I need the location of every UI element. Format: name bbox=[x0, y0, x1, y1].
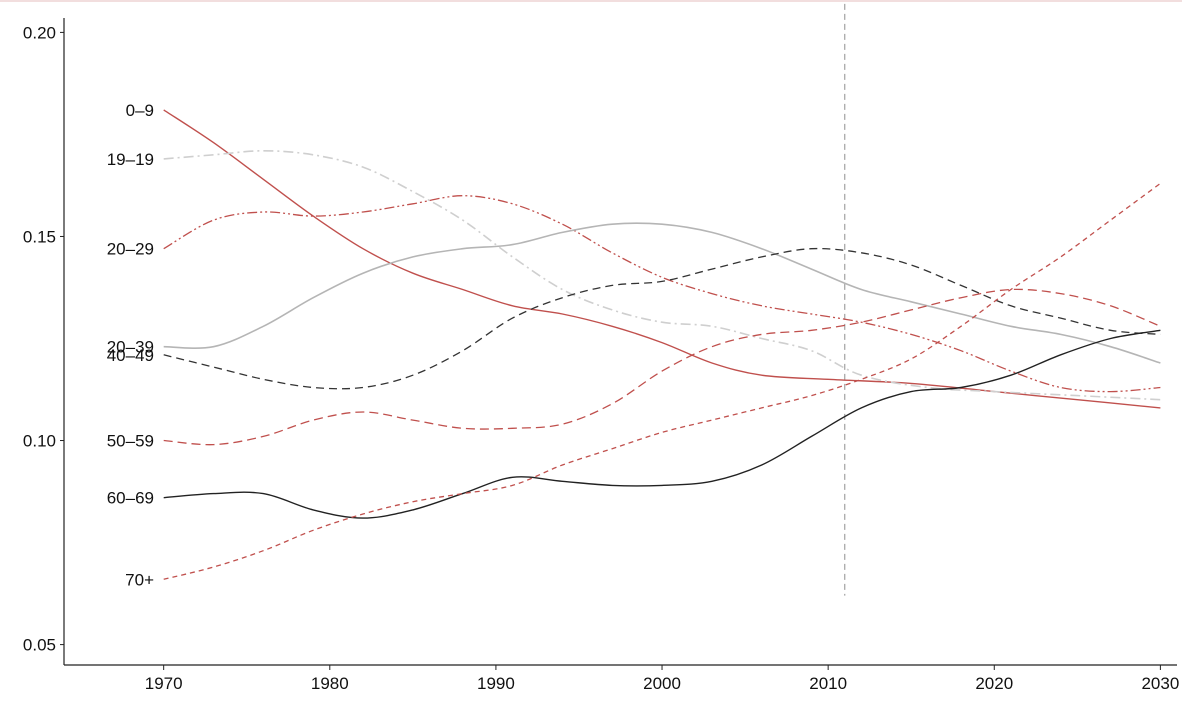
series-line-70 bbox=[163, 182, 1161, 580]
series-label-19-19: 19–19 bbox=[107, 150, 154, 169]
x-tick-label-1980: 1980 bbox=[311, 674, 349, 693]
y-tick-label-0-20: 0.20 bbox=[23, 23, 56, 42]
x-tick-label-1990: 1990 bbox=[477, 674, 515, 693]
series-line-60-69 bbox=[163, 329, 1161, 519]
series-line-40-49 bbox=[163, 247, 1161, 390]
series-label-50-59: 50–59 bbox=[107, 432, 154, 451]
x-tick-label-2010: 2010 bbox=[809, 674, 847, 693]
y-tick-label-0-15: 0.15 bbox=[23, 227, 56, 246]
series-label-20-29: 20–29 bbox=[107, 240, 154, 259]
x-tick-label-2000: 2000 bbox=[643, 674, 681, 693]
y-tick-label-0-05: 0.05 bbox=[23, 636, 56, 655]
series-label-20-39: 20–39 bbox=[107, 338, 154, 357]
series-line-0-9 bbox=[163, 109, 1161, 409]
series-label-0-9: 0–9 bbox=[126, 101, 154, 120]
series-label-40-49: 40–49 bbox=[107, 346, 154, 365]
series-line-50-59 bbox=[163, 288, 1161, 446]
series-line-20-39 bbox=[163, 222, 1161, 364]
series-label-70: 70+ bbox=[125, 570, 154, 589]
series-lines bbox=[163, 109, 1161, 580]
top-border bbox=[0, 0, 1182, 2]
series-line-20-29 bbox=[163, 195, 1161, 393]
series-label-60-69: 60–69 bbox=[107, 489, 154, 508]
x-tick-label-1970: 1970 bbox=[145, 674, 183, 693]
y-tick-label-0-10: 0.10 bbox=[23, 432, 56, 451]
axes: 0.05 0.10 0.15 0.20 1970 1980 1990 2000 2010 2020… bbox=[23, 18, 1179, 693]
x-tick-label-2020: 2020 bbox=[975, 674, 1013, 693]
x-tick-label-2030: 2030 bbox=[1141, 674, 1179, 693]
series-line-19-19 bbox=[163, 150, 1161, 401]
